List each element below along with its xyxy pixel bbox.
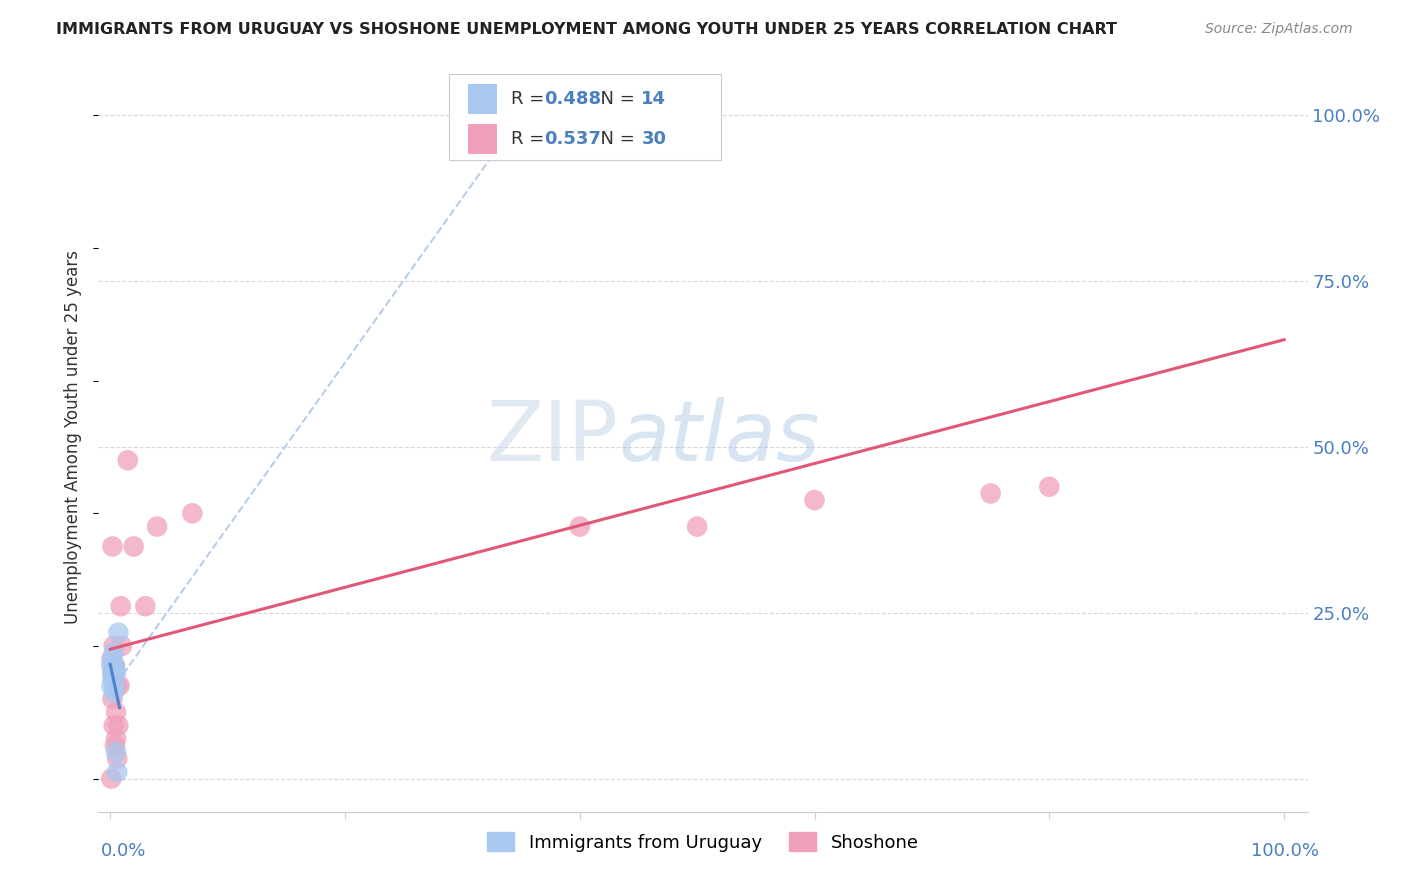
Text: N =: N =: [589, 130, 641, 148]
Text: R =: R =: [510, 130, 550, 148]
Text: 30: 30: [641, 130, 666, 148]
Text: 0.537: 0.537: [544, 130, 602, 148]
Point: [100, 652, 122, 666]
Point: [122, 540, 145, 554]
Point: [1038, 480, 1060, 494]
Point: [803, 493, 825, 508]
Text: Source: ZipAtlas.com: Source: ZipAtlas.com: [1205, 22, 1353, 37]
Point: [105, 752, 128, 766]
Text: atlas: atlas: [619, 397, 820, 477]
Point: [101, 665, 124, 680]
Point: [104, 739, 127, 753]
Text: N =: N =: [589, 90, 641, 109]
Text: ZIP: ZIP: [486, 397, 619, 477]
Text: 14: 14: [641, 90, 666, 109]
Point: [146, 519, 169, 533]
Point: [107, 625, 129, 640]
Point: [107, 718, 129, 732]
Legend: Immigrants from Uruguay, Shoshone: Immigrants from Uruguay, Shoshone: [479, 825, 927, 859]
Point: [105, 745, 128, 759]
Point: [101, 692, 124, 706]
Point: [105, 705, 128, 719]
Text: 0.488: 0.488: [544, 90, 602, 109]
Point: [181, 506, 204, 520]
Point: [105, 731, 128, 746]
Point: [108, 679, 131, 693]
Point: [103, 665, 125, 680]
FancyBboxPatch shape: [468, 124, 498, 153]
Point: [510, 108, 533, 122]
Point: [103, 672, 125, 686]
Point: [111, 639, 134, 653]
Point: [100, 679, 122, 693]
Point: [103, 718, 125, 732]
Point: [110, 599, 132, 614]
Point: [100, 658, 122, 673]
Point: [104, 658, 127, 673]
Point: [104, 679, 127, 693]
FancyBboxPatch shape: [468, 85, 498, 114]
Y-axis label: Unemployment Among Youth under 25 years: Unemployment Among Youth under 25 years: [65, 250, 83, 624]
Point: [103, 639, 125, 653]
Point: [105, 764, 128, 779]
Point: [103, 646, 125, 660]
Point: [101, 665, 124, 680]
Text: IMMIGRANTS FROM URUGUAY VS SHOSHONE UNEMPLOYMENT AMONG YOUTH UNDER 25 YEARS CORR: IMMIGRANTS FROM URUGUAY VS SHOSHONE UNEM…: [56, 22, 1118, 37]
Point: [134, 599, 156, 614]
Text: 0.0%: 0.0%: [101, 842, 146, 860]
Point: [104, 658, 127, 673]
Point: [101, 652, 124, 666]
Point: [103, 658, 125, 673]
Text: 100.0%: 100.0%: [1251, 842, 1319, 860]
Point: [101, 672, 124, 686]
Point: [686, 519, 709, 533]
Point: [117, 453, 139, 467]
Point: [100, 772, 122, 786]
Point: [105, 665, 128, 680]
Text: R =: R =: [510, 90, 550, 109]
Point: [101, 540, 124, 554]
Point: [980, 486, 1002, 500]
Point: [105, 679, 128, 693]
Point: [568, 519, 591, 533]
Point: [103, 685, 125, 699]
FancyBboxPatch shape: [449, 74, 721, 160]
